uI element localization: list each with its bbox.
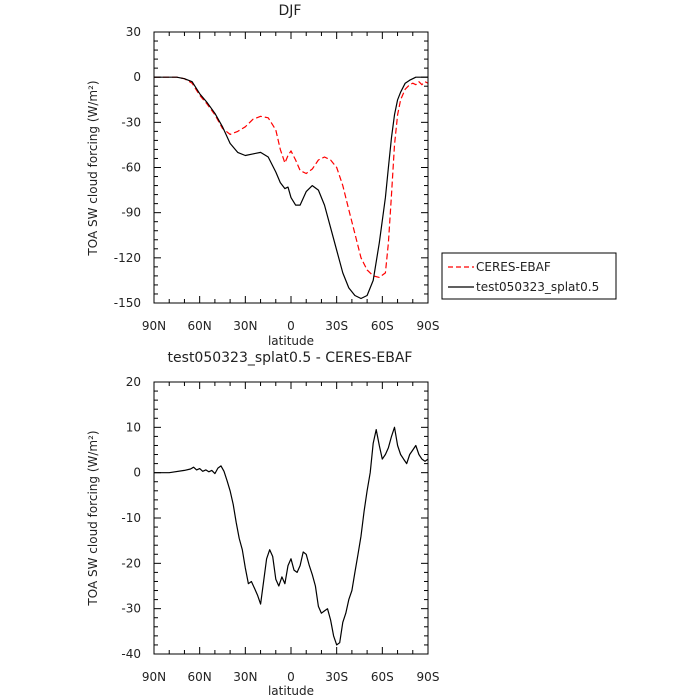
legend-box: [441, 252, 617, 300]
panel-top: DJF 90N 60N 30N 0 30S 60S 90S 30 0 -30 -60 -90 -120…: [86, 3, 439, 348]
y-tick-label: 20: [126, 375, 141, 389]
legend-label-test: test050323_splat0.5: [476, 280, 599, 294]
legend-label-ceres: CERES-EBAF: [476, 260, 551, 274]
panel-bottom: test050323_splat0.5 - CERES-EBAF 90N 60N 3…: [86, 350, 439, 698]
y-tick-label: -40: [121, 647, 141, 661]
y-tick-labels-top: 30 0 -30 -60 -90 -120 -150: [114, 25, 141, 310]
y-tick-label: -30: [121, 602, 141, 616]
x-tick-label: 90S: [417, 319, 440, 333]
y-tick-label: -20: [121, 556, 141, 570]
x-tick-labels-top: 90N 60N 30N 0 30S 60S 90S: [142, 319, 440, 333]
y-tick-label: -60: [121, 161, 141, 175]
series-line-difference: [154, 426, 429, 646]
x-axis-label-top: latitude: [268, 334, 314, 348]
y-tick-labels-bottom: 20 10 0 -10 -20 -30 -40: [121, 375, 141, 661]
y-tick-label: 0: [133, 466, 141, 480]
y-axis-label-bottom: TOA SW cloud forcing (W/m²): [86, 430, 100, 606]
x-tick-label: 0: [287, 319, 295, 333]
x-tick-labels-bottom: 90N 60N 30N 0 30S 60S 90S: [142, 670, 440, 684]
y-axis-label-top: TOA SW cloud forcing (W/m²): [86, 80, 100, 256]
x-tick-label: 60S: [371, 670, 394, 684]
y-tick-label: 30: [126, 25, 141, 39]
y-tick-label: -120: [114, 251, 141, 265]
x-tick-label: 0: [287, 670, 295, 684]
plot-frame-bottom: [153, 381, 429, 655]
y-tick-label: -150: [114, 296, 141, 310]
x-tick-label: 60N: [188, 670, 212, 684]
x-tick-label: 90N: [142, 319, 166, 333]
series-layer-top: [154, 76, 429, 300]
x-tick-label: 60N: [188, 319, 212, 333]
x-tick-label: 30N: [233, 319, 257, 333]
plot-frame-top: [153, 31, 429, 304]
chart-title-bottom: test050323_splat0.5 - CERES-EBAF: [168, 350, 413, 366]
x-axis-label-bottom: latitude: [268, 684, 314, 698]
y-tick-label: -10: [121, 511, 141, 525]
x-tick-label: 60S: [371, 319, 394, 333]
series-line-ceres-ebaf: [154, 76, 429, 278]
series-line-test050323-splat0-5: [154, 76, 428, 300]
ticks-bottom: [153, 381, 429, 655]
legend: CERES-EBAF test050323_splat0.5: [441, 252, 617, 300]
y-tick-label: 10: [126, 420, 141, 434]
series-layer-bottom: [154, 426, 429, 646]
x-tick-label: 90N: [142, 670, 166, 684]
ticks-top: [153, 31, 429, 304]
x-tick-label: 30N: [233, 670, 257, 684]
y-tick-label: 0: [133, 70, 141, 84]
x-tick-label: 90S: [417, 670, 440, 684]
x-tick-label: 30S: [325, 670, 348, 684]
chart-title-top: DJF: [279, 3, 302, 19]
y-tick-label: -90: [121, 206, 141, 220]
x-tick-label: 30S: [325, 319, 348, 333]
y-tick-label: -30: [121, 115, 141, 129]
